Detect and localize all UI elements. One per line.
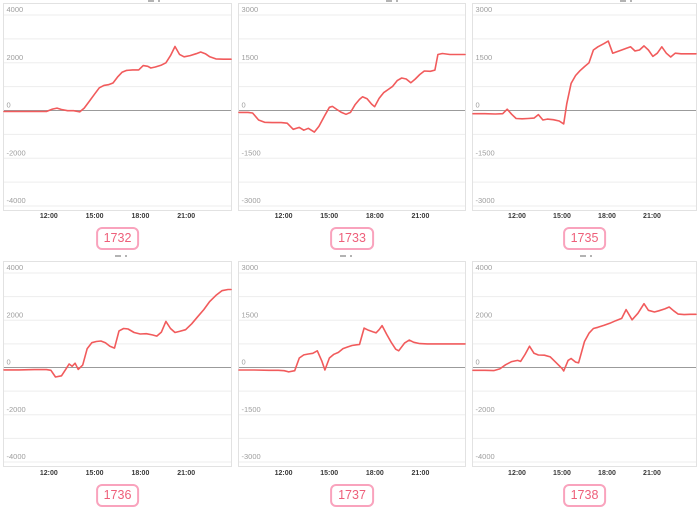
chart-border (238, 3, 466, 211)
x-axis-tick-label: 18:00 (598, 213, 616, 220)
chart-panel-1735: 3000 1500 0 -1500 -3000 (472, 3, 697, 211)
y-axis-tick-label: 1500 (242, 310, 259, 319)
y-axis-tick-label: 1500 (476, 53, 493, 62)
x-axis-tick-label: 15:00 (320, 213, 339, 220)
y-axis-tick-label: 0 (7, 358, 11, 367)
y-axis-tick-label: -3000 (242, 196, 261, 205)
series-line (3, 288, 232, 378)
x-axis-tick-label: 21:00 (643, 470, 661, 477)
clipped-title-fragment (396, 0, 398, 2)
x-axis-tick-label: 21:00 (411, 470, 430, 477)
y-axis-tick-label: 2000 (7, 53, 24, 62)
clipped-title-fragment (340, 255, 346, 257)
x-axis-tick-label: 15:00 (553, 213, 571, 220)
x-axis-tick-label: 15:00 (85, 470, 104, 477)
x-axis-tick-label: 21:00 (177, 470, 196, 477)
chart-border (3, 261, 232, 467)
clipped-title-fragment (386, 0, 392, 2)
x-axis-tick-label: 12:00 (39, 213, 58, 220)
y-axis-tick-label: 0 (242, 101, 246, 110)
y-axis-tick-label: 4000 (7, 5, 24, 14)
chart-id-badge-1738[interactable]: 1738 (562, 484, 607, 507)
chart-panel-1732: 4000 2000 0 -2000 -4000 (3, 3, 232, 211)
y-axis-tick-label: -3000 (476, 196, 495, 205)
y-axis-tick-label: 1500 (242, 53, 259, 62)
y-axis-tick-label: -1500 (476, 148, 495, 157)
chart-id-badge-1733[interactable]: 1733 (330, 227, 374, 250)
y-axis-tick-label: -1500 (242, 405, 261, 414)
clipped-title-fragment (148, 0, 154, 2)
chart-panel-1736: 4000 2000 0 -2000 -4000 (3, 261, 232, 467)
clipped-title-fragment (158, 0, 160, 2)
x-axis-tick-label: 12:00 (508, 213, 526, 220)
series-line (472, 302, 697, 372)
chart-id-badge-1735[interactable]: 1735 (562, 227, 607, 250)
y-axis-tick-label: 0 (7, 101, 11, 110)
series-line (3, 45, 232, 113)
x-axis-tick-label: 12:00 (508, 470, 526, 477)
chart-panel-1737: 3000 1500 0 -1500 -3000 (238, 261, 466, 467)
chart-border (472, 261, 697, 467)
y-axis-tick-label: 4000 (476, 263, 493, 272)
x-axis-tick-label: 15:00 (320, 470, 339, 477)
y-axis-tick-label: -3000 (242, 452, 261, 461)
x-axis-tick-label: 21:00 (411, 213, 430, 220)
series-line (238, 52, 466, 133)
y-axis-tick-label: 3000 (242, 5, 259, 14)
clipped-title-fragment (580, 255, 586, 257)
y-axis-tick-label: 3000 (476, 5, 493, 14)
x-axis-tick-label: 18:00 (365, 470, 384, 477)
clipped-title-fragment (115, 255, 121, 257)
chart-id-badge-1737[interactable]: 1737 (330, 484, 374, 507)
chart-id-badge-1732[interactable]: 1732 (95, 227, 140, 250)
y-axis-tick-label: -2000 (7, 148, 26, 157)
series-line (238, 324, 466, 373)
chart-panel-1733: 3000 1500 0 -1500 -3000 (238, 3, 466, 211)
y-axis-tick-label: -2000 (7, 405, 26, 414)
y-axis-tick-label: -4000 (7, 196, 26, 205)
x-axis-tick-label: 12:00 (39, 470, 58, 477)
clipped-title-fragment (125, 255, 127, 257)
clipped-title-fragment (590, 255, 592, 257)
y-axis-tick-label: -1500 (242, 148, 261, 157)
x-axis-tick-label: 18:00 (131, 470, 150, 477)
x-axis-tick-label: 15:00 (85, 213, 104, 220)
chart-panel-1738: 4000 2000 0 -2000 -4000 (472, 261, 697, 467)
x-axis-tick-label: 12:00 (274, 213, 293, 220)
y-axis-tick-label: 2000 (7, 310, 24, 319)
chart-border (238, 261, 466, 467)
clipped-title-fragment (630, 0, 632, 2)
y-axis-tick-label: -2000 (476, 405, 495, 414)
x-axis-tick-label: 15:00 (553, 470, 571, 477)
clipped-title-fragment (620, 0, 626, 2)
y-axis-tick-label: 0 (476, 358, 480, 367)
chart-border (3, 3, 232, 211)
y-axis-tick-label: -4000 (7, 452, 26, 461)
y-axis-tick-label: 0 (476, 101, 480, 110)
x-axis-tick-label: 12:00 (274, 470, 293, 477)
y-axis-tick-label: 4000 (7, 263, 24, 272)
x-axis-tick-label: 18:00 (131, 213, 150, 220)
chart-id-badge-1736[interactable]: 1736 (95, 484, 140, 507)
series-line (472, 40, 697, 125)
y-axis-tick-label: 2000 (476, 310, 493, 319)
clipped-title-fragment (350, 255, 352, 257)
chart-border (472, 3, 697, 211)
y-axis-tick-label: 0 (242, 358, 246, 367)
x-axis-tick-label: 18:00 (598, 470, 616, 477)
y-axis-tick-label: 3000 (242, 263, 259, 272)
x-axis-tick-label: 18:00 (365, 213, 384, 220)
x-axis-tick-label: 21:00 (177, 213, 196, 220)
y-axis-tick-label: -4000 (476, 452, 495, 461)
x-axis-tick-label: 21:00 (643, 213, 661, 220)
